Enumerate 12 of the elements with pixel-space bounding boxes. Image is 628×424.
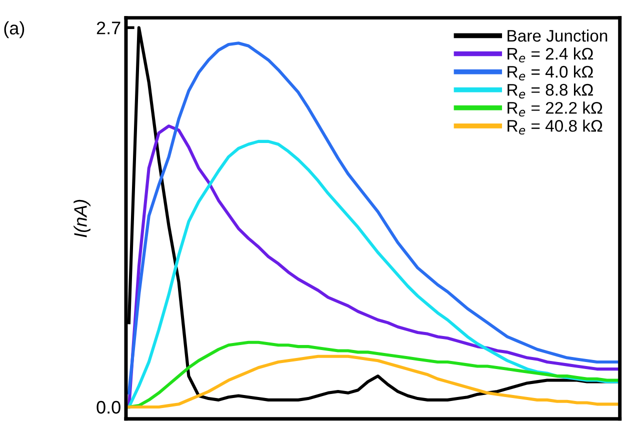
legend-label: Bare Junction xyxy=(508,29,608,42)
legend-label: R$_{e}$ = 8.8 kΩ xyxy=(508,83,593,98)
line-series xyxy=(127,340,618,408)
legend-label: R$_{e}$ = 2.4 kΩ xyxy=(508,47,593,62)
line-series xyxy=(127,354,618,408)
y-tick-label: 0.0 xyxy=(96,400,120,414)
legend-label: R$_{e}$ = 22.2 kΩ xyxy=(508,102,602,117)
legend-label: R$_{e}$ = 40.8 kΩ xyxy=(508,120,602,135)
text: (a) xyxy=(4,21,24,38)
y-axis-title: I(nA) xyxy=(74,200,90,238)
y-tick-label: 2.7 xyxy=(96,22,120,34)
legend-label: R$_{e}$ = 4.0 kΩ xyxy=(508,65,593,80)
